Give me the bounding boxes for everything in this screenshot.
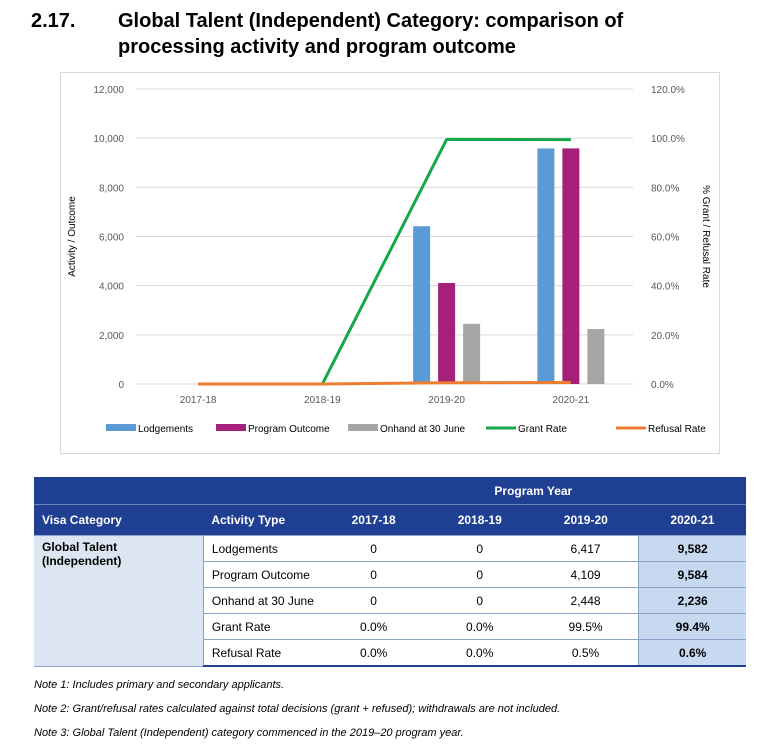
y-tick-label: 8,000 (99, 183, 124, 194)
bar (587, 329, 605, 384)
value-cell: 0 (426, 587, 533, 614)
legend-label: Onhand at 30 June (380, 424, 466, 435)
y-tick-label: 6,000 (99, 233, 124, 244)
bar (413, 226, 431, 384)
x-tick-label: 2018-19 (304, 395, 341, 406)
column-header: 2017-18 (320, 504, 427, 536)
y-axis-title: Activity / Outcome (67, 196, 78, 277)
bar (537, 148, 555, 384)
combo-chart: 0 2,000 4,000 6,000 8,000 10,000 12,000 0.0% 20.… (67, 85, 711, 435)
notes: Note 1: Includes primary and secondary a… (34, 678, 560, 750)
value-cell-highlight: 9,584 (638, 561, 746, 588)
column-header: 2018-19 (426, 504, 533, 536)
y2-tick-label: 120.0% (651, 85, 685, 96)
value-cell-highlight: 2,236 (638, 587, 746, 614)
value-cell: 99.5% (532, 613, 639, 640)
section-number: 2.17. (31, 10, 76, 32)
y2-axis-title: % Grant / Refusal Rate (700, 185, 711, 288)
legend-swatch (348, 424, 378, 431)
table-row: Onhand at 30 June 0 0 2,448 2,236 (34, 587, 746, 614)
y2-tick-label: 60.0% (651, 233, 679, 244)
x-tick-label: 2020-21 (553, 395, 590, 406)
section-title: Global Talent (Independent) Category: co… (118, 10, 624, 58)
bar (438, 282, 456, 384)
column-header: 2019-20 (532, 504, 639, 536)
value-cell-highlight: 0.6% (638, 639, 746, 667)
value-cell: 0.0% (426, 639, 533, 667)
value-cell: 4,109 (532, 561, 639, 588)
value-cell: 0 (426, 561, 533, 588)
data-table: Program Year Visa Category Activity Type… (34, 477, 746, 667)
value-cell: 2,448 (532, 587, 639, 614)
y-tick-label: 4,000 (99, 282, 124, 293)
activity-cell: Lodgements (203, 535, 321, 562)
x-tick-label: 2019-20 (428, 395, 465, 406)
legend-swatch (106, 424, 136, 431)
y-tick-label: 10,000 (93, 134, 124, 145)
column-header: Activity Type (203, 504, 321, 536)
activity-cell: Grant Rate (203, 613, 321, 640)
column-header: 2020-21 (638, 504, 746, 536)
activity-cell: Program Outcome (203, 561, 321, 588)
bar (463, 323, 481, 384)
group-header: Program Year (320, 477, 746, 505)
y2-tick-label: 40.0% (651, 282, 679, 293)
legend-swatch (216, 424, 246, 431)
y2-tick-label: 100.0% (651, 134, 685, 145)
value-cell: 0 (320, 561, 427, 588)
legend-label: Grant Rate (518, 424, 567, 435)
y2-tick-label: 0.0% (651, 380, 674, 391)
value-cell: 6,417 (532, 535, 639, 562)
value-cell: 0.0% (320, 613, 427, 640)
y-tick-label: 2,000 (99, 331, 124, 342)
table-row: Refusal Rate 0.0% 0.0% 0.5% 0.6% (34, 639, 746, 667)
value-cell-highlight: 9,582 (638, 535, 746, 562)
note: Note 3: Global Talent (Independent) cate… (34, 727, 464, 739)
series-line (198, 137, 571, 386)
series-line (198, 381, 571, 386)
visa-category-cell: Global Talent (Independent) (34, 535, 204, 667)
value-cell: 0 (426, 535, 533, 562)
y2-tick-label: 20.0% (651, 331, 679, 342)
table-row: Grant Rate 0.0% 0.0% 99.5% 99.4% (34, 613, 746, 640)
table-group-header-row: Program Year (34, 477, 746, 505)
activity-cell: Onhand at 30 June (203, 587, 321, 614)
note: Note 1: Includes primary and secondary a… (34, 679, 285, 691)
y-tick-label: 12,000 (93, 85, 124, 96)
legend-label: Lodgements (138, 424, 193, 435)
value-cell: 0.5% (532, 639, 639, 667)
x-tick-label: 2017-18 (180, 395, 217, 406)
column-header: Visa Category (34, 504, 204, 536)
y-tick-label: 0 (118, 380, 124, 391)
value-cell: 0 (320, 587, 427, 614)
note: Note 2: Grant/refusal rates calculated a… (34, 703, 561, 715)
table-row: Program Outcome 0 0 4,109 9,584 (34, 561, 746, 588)
value-cell: 0 (320, 535, 427, 562)
bar (562, 148, 580, 384)
value-cell: 0.0% (320, 639, 427, 667)
legend-label: Program Outcome (248, 424, 330, 435)
table-header-row: Visa Category Activity Type 2017-18 2018… (34, 504, 746, 536)
activity-cell: Refusal Rate (203, 639, 321, 667)
y2-tick-label: 80.0% (651, 183, 679, 194)
chart-frame: 0 2,000 4,000 6,000 8,000 10,000 12,000 0.0% 20.… (60, 72, 720, 454)
value-cell: 0.0% (426, 613, 533, 640)
value-cell-highlight: 99.4% (638, 613, 746, 640)
table-row: Global Talent (Independent) Lodgements 0… (34, 535, 746, 667)
legend-label: Refusal Rate (648, 424, 706, 435)
